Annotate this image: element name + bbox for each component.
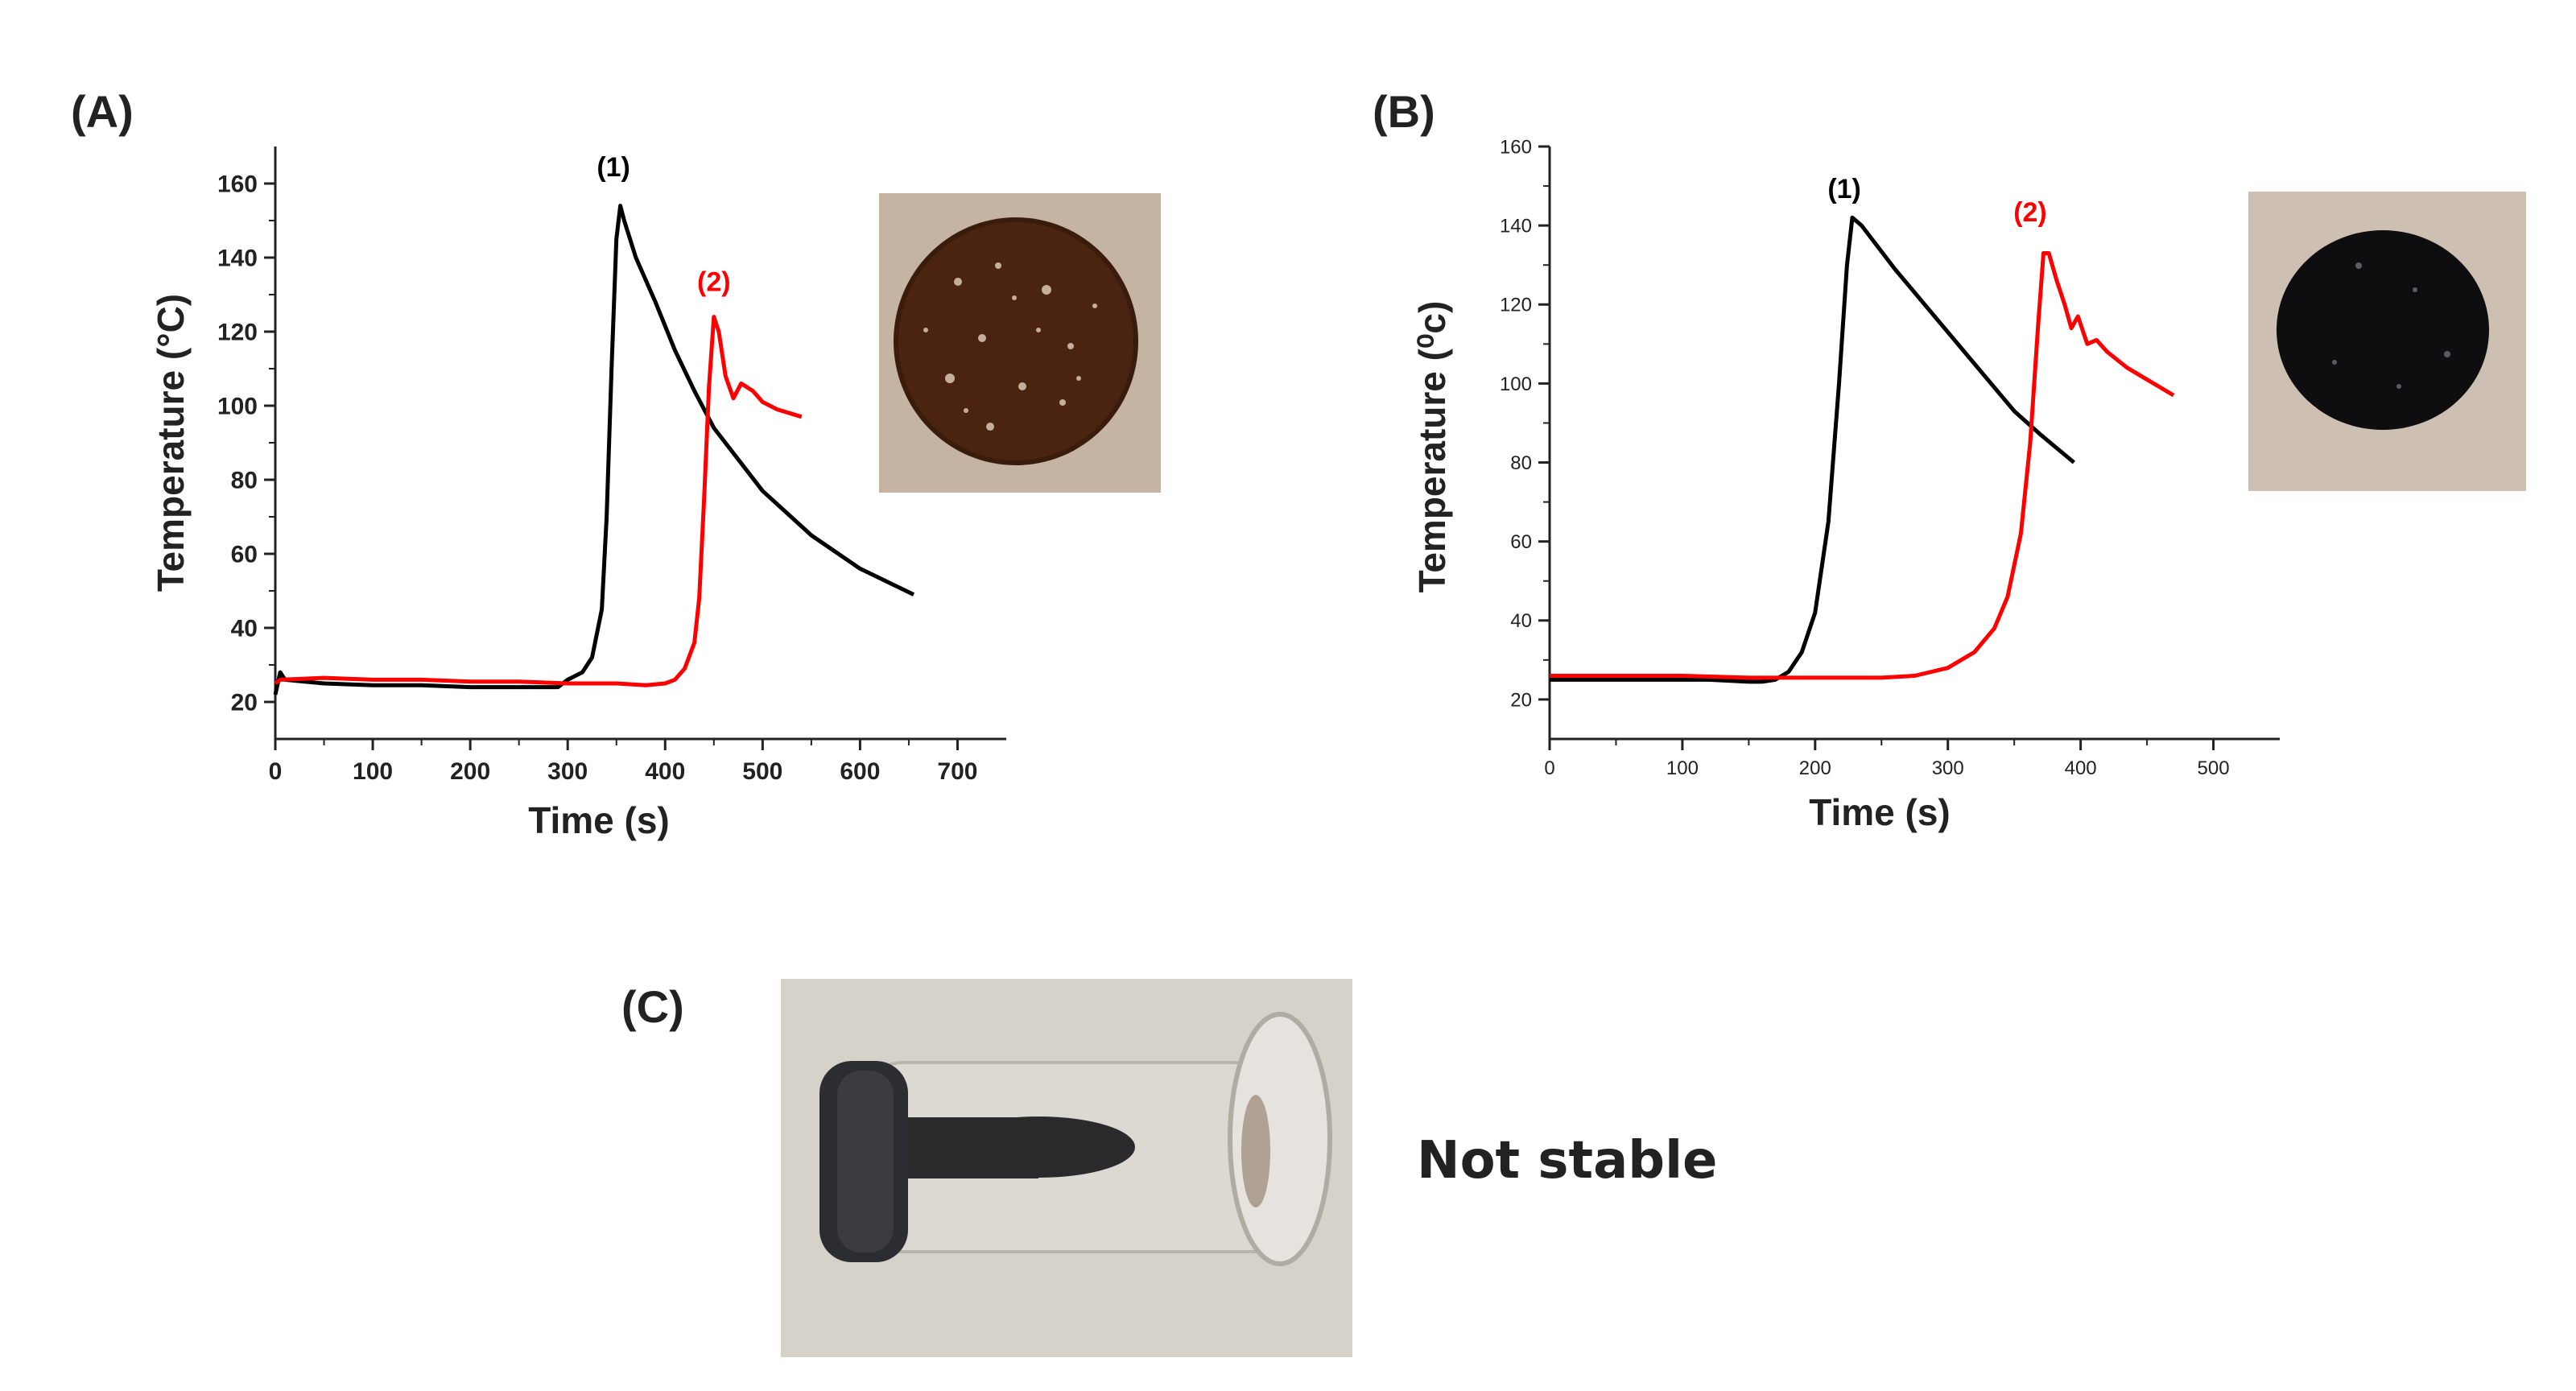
x-tick-label: 0 <box>269 758 283 785</box>
y-tick-label: 120 <box>217 320 258 346</box>
chart-b-ticks: 0 100 200 300 400 500 20 40 60 80 100 120 140 160 <box>1500 136 2230 779</box>
chart-a-annotations: (1) (2) <box>597 152 730 298</box>
stability-status: Not stable <box>1417 1131 1718 1191</box>
y-tick-label: 160 <box>1500 136 1532 158</box>
chart-b-axes <box>1548 147 2280 741</box>
chart-b-x-axis-label: Time (s) <box>1809 791 1951 833</box>
y-tick-label: 120 <box>1500 295 1532 316</box>
y-tick-label: 80 <box>1510 452 1532 474</box>
chart-a-ticks: 0 100 200 300 400 500 600 700 20 40 60 80 100 120 140 1… <box>217 171 978 786</box>
chart-b-y-axis-label: Temperature (⁰c) <box>1411 301 1453 593</box>
y-tick-label: 60 <box>231 542 258 568</box>
x-tick-label: 300 <box>1932 757 1964 779</box>
x-tick-label: 200 <box>450 758 490 785</box>
y-tick-label: 20 <box>231 690 258 716</box>
series-annotation-1: (1) <box>597 152 630 183</box>
x-tick-label: 400 <box>2065 757 2097 779</box>
sample-disc-photo-b <box>2248 192 2526 491</box>
series-annotation-2: (2) <box>697 266 731 297</box>
chart-b: 0 100 200 300 400 500 20 40 60 80 100 120 140 160 (1)… <box>1411 136 2280 833</box>
y-tick-label: 160 <box>217 171 258 198</box>
x-tick-label: 700 <box>937 758 977 785</box>
x-tick-label: 100 <box>1666 757 1699 779</box>
y-tick-label: 100 <box>217 394 258 420</box>
panel-c-label: (C) <box>621 981 684 1032</box>
series-line-1 <box>1550 215 2075 684</box>
series-line-2 <box>1550 251 2175 680</box>
chart-a-series <box>273 204 915 696</box>
chart-a-x-axis-label: Time (s) <box>528 799 670 841</box>
x-tick-label: 200 <box>1799 757 1831 779</box>
x-tick-label: 0 <box>1544 757 1554 779</box>
y-tick-label: 80 <box>231 468 258 494</box>
panel-b-label: (B) <box>1373 86 1435 137</box>
y-tick-label: 40 <box>231 616 258 642</box>
series-annotation-1: (1) <box>1827 174 1861 204</box>
chart-b-annotations: (1) (2) <box>1827 174 2046 228</box>
series-line-2 <box>274 315 803 687</box>
x-tick-label: 300 <box>547 758 588 785</box>
y-tick-label: 20 <box>1510 689 1532 711</box>
series-line-1 <box>273 204 915 696</box>
x-tick-label: 400 <box>645 758 685 785</box>
y-tick-label: 60 <box>1510 531 1532 553</box>
y-tick-label: 40 <box>1510 610 1532 632</box>
y-tick-label: 140 <box>1500 216 1532 237</box>
x-tick-label: 500 <box>742 758 782 785</box>
chart-a-y-axis-label: Temperature (°C) <box>150 294 192 592</box>
x-tick-label: 500 <box>2198 757 2230 779</box>
panel-a-label: (A) <box>71 86 134 137</box>
series-annotation-2: (2) <box>2013 197 2047 228</box>
y-tick-label: 140 <box>217 246 258 272</box>
x-tick-label: 600 <box>840 758 880 785</box>
chart-a: 0 100 200 300 400 500 600 700 20 40 60 80 100 120 140 1… <box>150 147 1006 841</box>
sample-disc-photo-a <box>879 193 1161 493</box>
vial-photo <box>781 979 1352 1357</box>
x-tick-label: 100 <box>353 758 393 785</box>
chart-b-series <box>1550 215 2175 684</box>
y-tick-label: 100 <box>1500 374 1532 395</box>
